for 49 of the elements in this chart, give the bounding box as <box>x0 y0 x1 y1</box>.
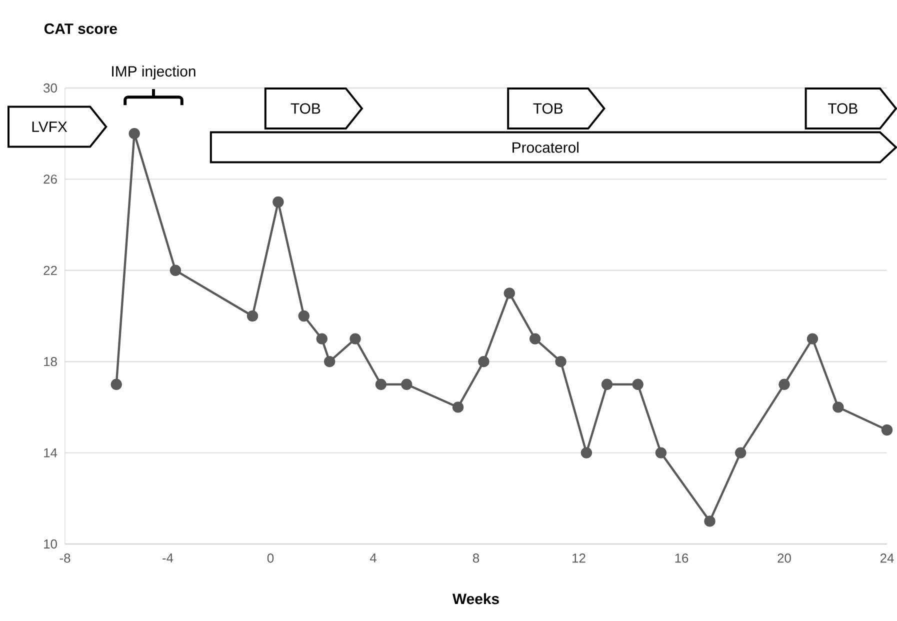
point <box>601 378 613 390</box>
y-axis-title: CAT score <box>44 23 117 34</box>
point <box>298 310 310 322</box>
x-tick-label: 8 <box>472 554 480 563</box>
point <box>655 447 667 458</box>
y-tick-label: 22 <box>44 266 57 275</box>
point <box>272 196 284 208</box>
y-tick-label: 14 <box>44 448 58 458</box>
point <box>350 333 361 344</box>
x-tick-label: 4 <box>370 554 376 562</box>
y-tick-label: 26 <box>44 174 57 184</box>
x-tick-label: 24 <box>880 554 894 563</box>
x-tick-label: -4 <box>162 554 174 562</box>
point <box>478 356 490 368</box>
y-tick-label: 18 <box>44 357 57 366</box>
x-tick-label: -8 <box>60 554 70 563</box>
point <box>778 378 790 390</box>
point <box>632 378 644 390</box>
y-tick-label: 10 <box>44 539 57 549</box>
x-tick-label: 0 <box>267 554 274 563</box>
x-tick-label: 12 <box>572 554 586 563</box>
point <box>555 356 566 368</box>
point <box>246 310 258 322</box>
point <box>580 447 592 458</box>
annotation: LVFX <box>32 122 68 132</box>
point <box>110 378 122 390</box>
point <box>881 424 893 436</box>
x-axis-title: Weeks <box>452 593 499 604</box>
y-tick-label: 30 <box>44 83 57 93</box>
annotation: TOB <box>290 103 320 114</box>
annotation: Procaterol <box>512 142 578 153</box>
point <box>316 333 328 344</box>
annotation: TOB <box>828 103 858 114</box>
point <box>529 333 541 344</box>
x-tick-label: 16 <box>675 554 688 563</box>
point <box>324 356 336 368</box>
point <box>128 128 140 140</box>
point <box>504 288 515 299</box>
point <box>832 402 844 413</box>
point <box>704 516 716 527</box>
point <box>806 333 818 344</box>
annotation: TOB <box>533 103 563 114</box>
text: IMP injection <box>112 66 196 80</box>
point <box>734 447 746 458</box>
x-tick-label: 20 <box>778 554 791 563</box>
point <box>401 378 412 390</box>
point <box>170 264 182 276</box>
point <box>452 402 464 413</box>
point <box>375 378 387 390</box>
